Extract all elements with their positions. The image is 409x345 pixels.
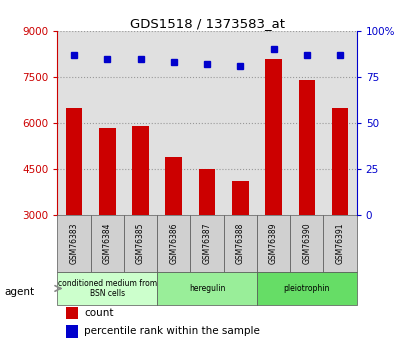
Bar — [256, 215, 290, 272]
Text: percentile rank within the sample: percentile rank within the sample — [84, 326, 260, 336]
Bar — [157, 272, 256, 305]
Bar — [157, 215, 190, 272]
Text: GSM76391: GSM76391 — [335, 223, 344, 264]
Bar — [165, 157, 182, 215]
Bar — [132, 126, 148, 215]
Bar — [66, 307, 78, 319]
Bar — [323, 215, 356, 272]
Text: GSM76389: GSM76389 — [268, 223, 277, 264]
Bar — [124, 215, 157, 272]
Title: GDS1518 / 1373583_at: GDS1518 / 1373583_at — [129, 17, 284, 30]
Text: GSM76383: GSM76383 — [70, 223, 79, 264]
Bar — [190, 215, 223, 272]
Bar — [57, 272, 157, 305]
Text: GSM76386: GSM76386 — [169, 223, 178, 264]
Bar — [99, 128, 115, 215]
Bar — [256, 272, 356, 305]
Bar — [90, 215, 124, 272]
Bar — [231, 181, 248, 215]
Text: GSM76384: GSM76384 — [103, 223, 112, 264]
Text: GSM76388: GSM76388 — [235, 223, 244, 264]
Text: heregulin: heregulin — [189, 284, 225, 293]
Bar — [57, 215, 90, 272]
Bar — [65, 108, 82, 215]
Text: conditioned medium from
BSN cells: conditioned medium from BSN cells — [58, 279, 157, 298]
Bar — [223, 215, 256, 272]
Bar — [290, 215, 323, 272]
Text: agent: agent — [4, 287, 34, 296]
Bar — [66, 325, 78, 338]
Bar — [331, 108, 348, 215]
Text: pleiotrophin: pleiotrophin — [283, 284, 329, 293]
Text: count: count — [84, 308, 114, 318]
Bar — [198, 169, 215, 215]
Bar — [265, 59, 281, 215]
Text: GSM76390: GSM76390 — [301, 223, 310, 264]
Bar — [298, 80, 315, 215]
Text: GSM76387: GSM76387 — [202, 223, 211, 264]
Text: GSM76385: GSM76385 — [136, 223, 145, 264]
